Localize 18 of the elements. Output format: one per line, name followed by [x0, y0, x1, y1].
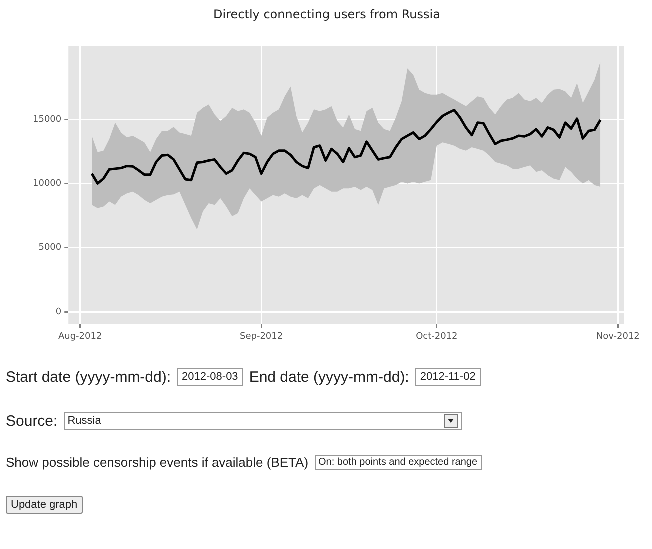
y-tick-label: 10000 [32, 179, 62, 190]
update-button: Update graph [6, 496, 83, 514]
x-tick-label: Oct-2012 [416, 332, 458, 342]
x-tick-label: Sep-2012 [240, 332, 284, 342]
y-tick-label: 5000 [38, 243, 62, 254]
chart-title: Directly connecting users from Russia [214, 7, 440, 22]
date-field: 2012-08-03 [177, 368, 244, 386]
text: Start date (yyyy-mm-dd): [6, 368, 172, 386]
text: Show possible censorship events if available (BETA) [6, 455, 309, 470]
x-tick-label: Aug-2012 [58, 332, 102, 342]
x-tick-label: Nov-2012 [596, 332, 640, 342]
date-field: 2012-11-02 [415, 368, 481, 386]
text: End date (yyyy-mm-dd): [249, 368, 410, 386]
dropdown-field: On: both points and expected range [314, 455, 482, 470]
y-tick-label: 15000 [32, 114, 62, 125]
dropdown-field: Russia [64, 412, 462, 430]
source-note: Source: [6, 412, 58, 430]
y-tick-label: 0 [56, 307, 62, 318]
